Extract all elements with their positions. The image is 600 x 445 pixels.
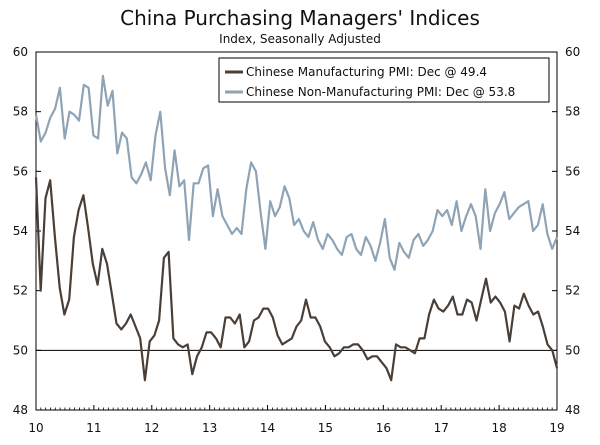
y-tick-label-left: 56 — [13, 164, 28, 178]
x-tick-label: 16 — [376, 421, 391, 435]
y-tick-label-right: 56 — [565, 164, 580, 178]
y-tick-label-left: 60 — [13, 45, 28, 59]
x-tick-label: 18 — [491, 421, 506, 435]
x-tick-label: 19 — [549, 421, 564, 435]
y-tick-label-left: 50 — [13, 343, 28, 357]
y-tick-label-right: 48 — [565, 403, 580, 417]
series-line-non-manufacturing — [34, 74, 559, 271]
y-tick-label-left: 52 — [13, 284, 28, 298]
x-tick-label: 12 — [144, 421, 159, 435]
series-line-manufacturing — [34, 177, 559, 382]
y-tick-label-right: 50 — [565, 343, 580, 357]
legend-entry: Chinese Manufacturing PMI: Dec @ 49.4 — [246, 65, 487, 79]
x-tick-label: 14 — [260, 421, 275, 435]
y-tick-label-right: 60 — [565, 45, 580, 59]
y-tick-label-right: 58 — [565, 105, 580, 119]
y-tick-label-right: 52 — [565, 284, 580, 298]
y-tick-label-left: 58 — [13, 105, 28, 119]
y-tick-label-left: 48 — [13, 403, 28, 417]
plot-area: 48 48 50 50 52 52 54 54 56 56 58 58 60 60 10 11 12 13 14 15… — [13, 45, 581, 435]
legend-entry: Chinese Non-Manufacturing PMI: Dec @ 53.… — [246, 85, 515, 99]
y-tick-label-right: 54 — [565, 224, 580, 238]
x-tick-label: 15 — [318, 421, 333, 435]
legend-box — [218, 57, 550, 103]
x-tick-label: 17 — [434, 421, 449, 435]
chart-title: China Purchasing Managers' Indices — [120, 6, 480, 30]
x-tick-label: 11 — [86, 421, 101, 435]
x-tick-label: 13 — [202, 421, 217, 435]
y-tick-label-left: 54 — [13, 224, 28, 238]
chart-subtitle: Index, Seasonally Adjusted — [219, 32, 381, 46]
x-tick-label: 10 — [28, 421, 43, 435]
